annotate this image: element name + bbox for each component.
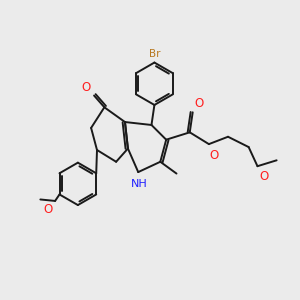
Text: NH: NH (131, 179, 148, 189)
Text: O: O (209, 148, 219, 161)
Text: O: O (194, 97, 203, 110)
Text: O: O (259, 170, 268, 183)
Text: Br: Br (149, 49, 160, 59)
Text: O: O (81, 81, 91, 94)
Text: O: O (44, 203, 53, 216)
